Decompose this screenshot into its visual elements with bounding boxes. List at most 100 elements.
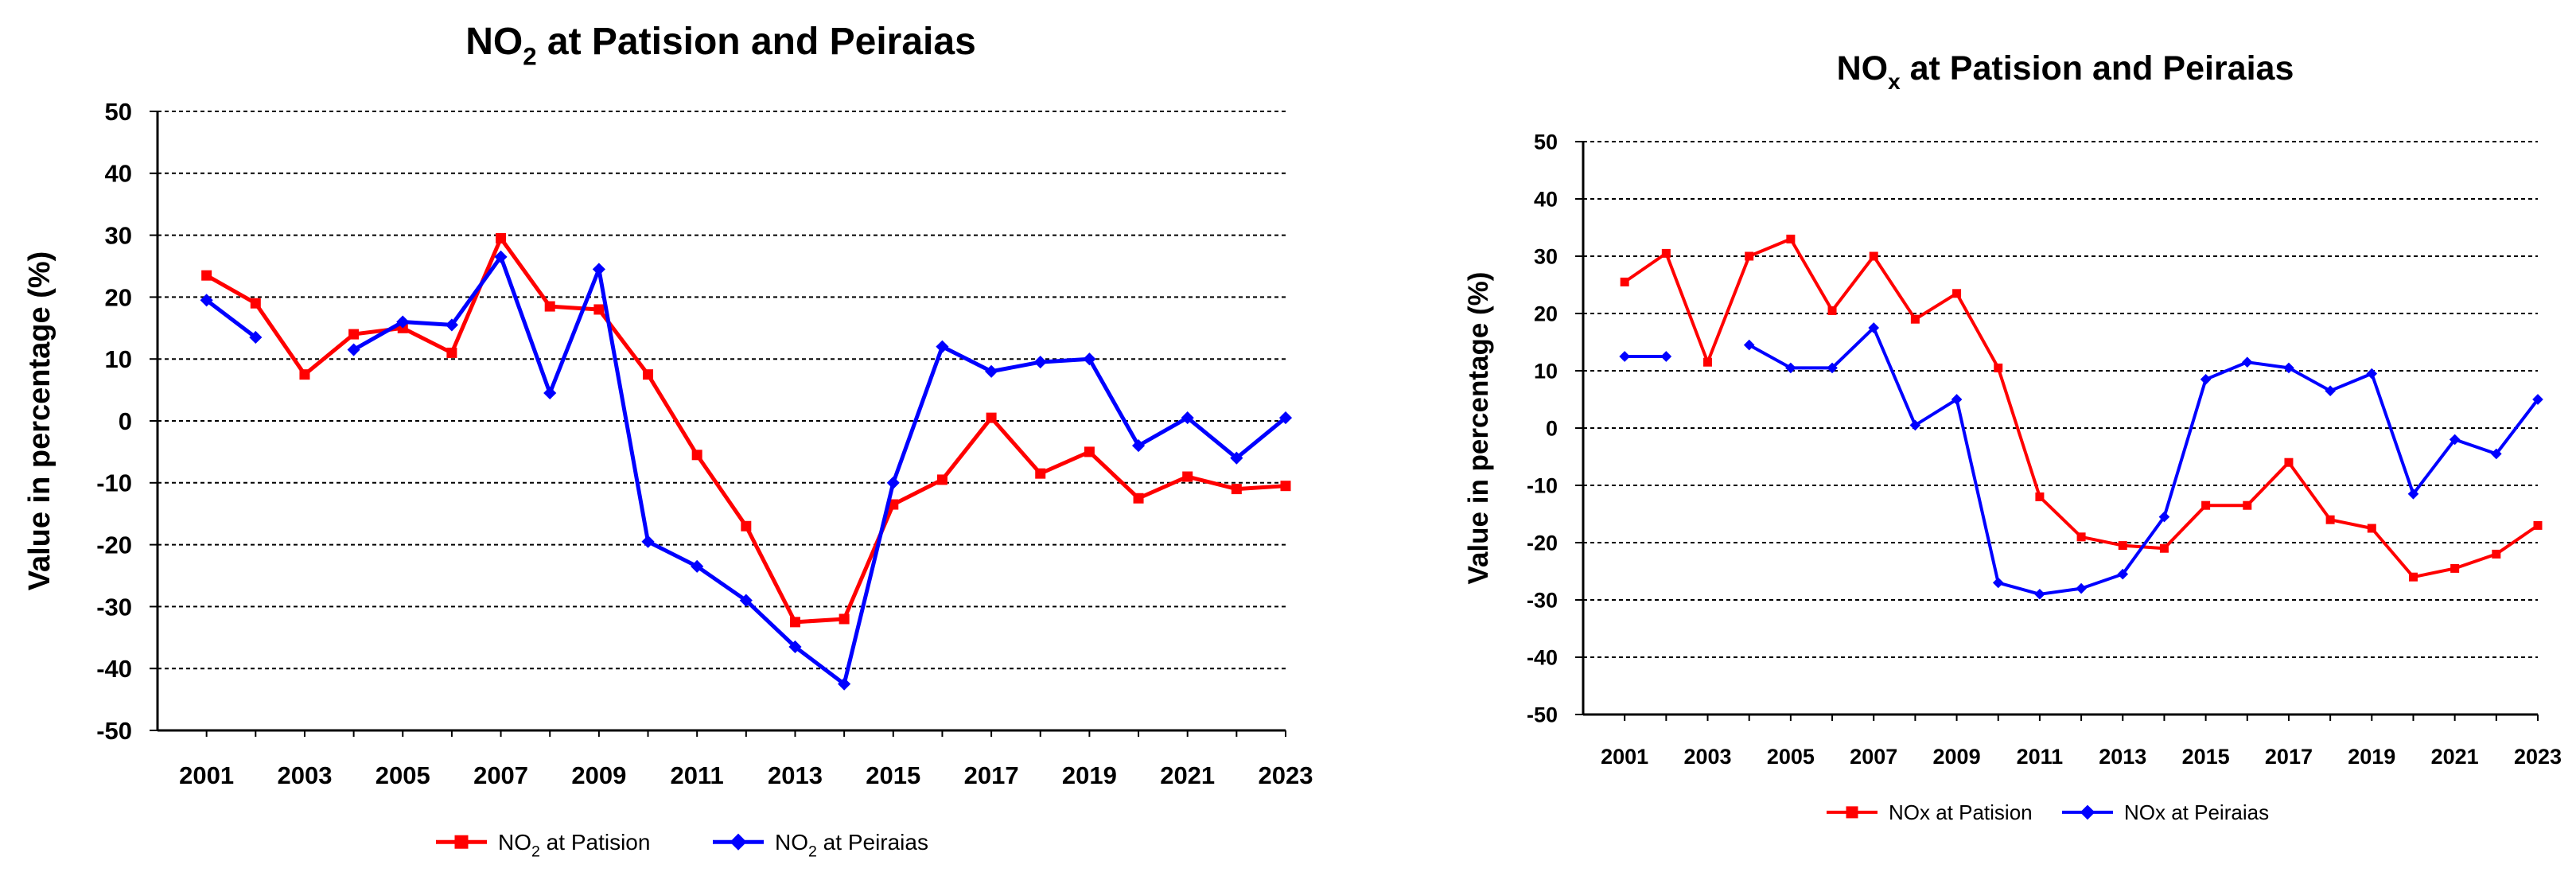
data-point (445, 318, 458, 332)
title-rest: at Patision and Peiraias (1901, 49, 2294, 88)
x-tick-label: 2013 (768, 761, 823, 789)
chart-nox: NOx at Patision and Peiraias 50 40 30 20 10 0 -… (1463, 49, 2562, 824)
legend-label-subscript: 2 (808, 843, 817, 860)
data-point (299, 369, 310, 380)
series-line (1748, 326, 2539, 596)
y-tick-label: 20 (1534, 302, 1558, 325)
legend-label-main: NOx at Peiraias (2124, 800, 2269, 824)
data-point (1785, 362, 1796, 374)
data-point (1951, 394, 1963, 405)
data-point (593, 304, 605, 315)
x-tick-label: 2021 (1160, 761, 1215, 789)
y-tick-label: -30 (1527, 588, 1558, 612)
data-point (789, 617, 800, 628)
y-axis-label: Value in percentage (%) (23, 251, 56, 591)
series-no2-at-peiraias (200, 250, 1293, 691)
title-subscript: 2 (523, 42, 536, 70)
data-point (641, 535, 655, 548)
y-tick-label: 40 (1534, 187, 1558, 211)
y-tick-label: -20 (96, 531, 132, 559)
y-axis-label: Value in percentage (%) (1463, 272, 1494, 585)
chart-title: NOx at Patision and Peiraias (1837, 49, 2294, 94)
series-line (205, 298, 257, 339)
x-tick-label: 2015 (2182, 745, 2230, 769)
data-point (2117, 568, 2129, 580)
data-point (1181, 411, 1194, 425)
data-point (2492, 549, 2501, 559)
data-point (250, 298, 261, 309)
x-tick-label: 2021 (2431, 745, 2479, 769)
x-tick-label: 2003 (277, 761, 332, 789)
data-point (1230, 451, 1243, 465)
data-point (2241, 356, 2253, 368)
data-point (2034, 588, 2045, 600)
y-tick-label: 10 (105, 345, 132, 373)
legend-label: NOx at Peiraias (2124, 800, 2269, 824)
data-point (2407, 488, 2419, 500)
legend-marker (1846, 806, 1858, 819)
data-point (1952, 289, 1962, 298)
y-tick-label: 30 (105, 221, 132, 249)
y-tick-label: -30 (96, 593, 132, 621)
data-point (1280, 481, 1291, 492)
data-point (2200, 373, 2212, 385)
data-point (249, 330, 263, 345)
data-point (544, 301, 555, 312)
x-tick-label: 2019 (2348, 745, 2395, 769)
y-tick-label: -10 (1527, 473, 1558, 497)
data-point (2035, 492, 2045, 501)
legend-label: NOx at Patision (1889, 800, 2033, 824)
data-point (2118, 541, 2127, 551)
x-tick-label: 2017 (964, 761, 1019, 789)
x-tick-label: 2023 (1259, 761, 1313, 789)
data-point (1620, 277, 1629, 286)
title-subscript: x (1888, 69, 1901, 94)
y-tick-label: 0 (1546, 416, 1558, 440)
data-point (2284, 458, 2294, 467)
data-point (2201, 500, 2211, 510)
data-point (446, 347, 457, 358)
data-point (839, 613, 850, 625)
data-point (1994, 363, 2003, 372)
data-point (741, 520, 752, 532)
data-point (592, 263, 605, 276)
data-point (396, 315, 410, 329)
y-tick-label: -10 (96, 469, 132, 497)
data-point (886, 476, 900, 489)
x-tick-label: 2007 (473, 761, 528, 789)
data-point (1868, 322, 1880, 333)
y-tick-label: 20 (105, 283, 132, 311)
data-point (1182, 471, 1193, 482)
legend-label-rest: at Patision (540, 830, 651, 855)
data-point (1660, 351, 1672, 362)
data-point (1131, 439, 1146, 453)
data-point (1035, 468, 1046, 479)
data-point (888, 499, 899, 510)
data-point (2449, 434, 2461, 446)
data-point (494, 250, 508, 263)
data-point (201, 270, 212, 281)
data-point (691, 559, 704, 573)
x-tick-label: 2001 (1601, 745, 1648, 769)
legend-label-rest: at Peiraias (817, 830, 928, 855)
data-point (1084, 446, 1095, 458)
data-point (643, 369, 654, 380)
data-point (2367, 524, 2376, 533)
x-tick-label: 2013 (2099, 745, 2146, 769)
x-tick-label: 2017 (2265, 745, 2313, 769)
data-point (788, 640, 802, 654)
y-tick-label: -20 (1527, 531, 1558, 555)
data-point (986, 412, 997, 423)
x-tick-label: 2007 (1850, 745, 1897, 769)
legend-label-main: NO (775, 830, 808, 855)
data-point (348, 329, 360, 340)
y-tick-label: 0 (119, 407, 132, 435)
data-point (347, 343, 360, 356)
data-point (2533, 520, 2543, 530)
data-point (1910, 314, 1920, 324)
data-point (2450, 563, 2460, 573)
data-point (2158, 511, 2170, 523)
x-tick-label: 2019 (1062, 761, 1117, 789)
series-nox-at-peiraias (1619, 322, 2543, 600)
y-tick-label: -50 (96, 717, 132, 745)
